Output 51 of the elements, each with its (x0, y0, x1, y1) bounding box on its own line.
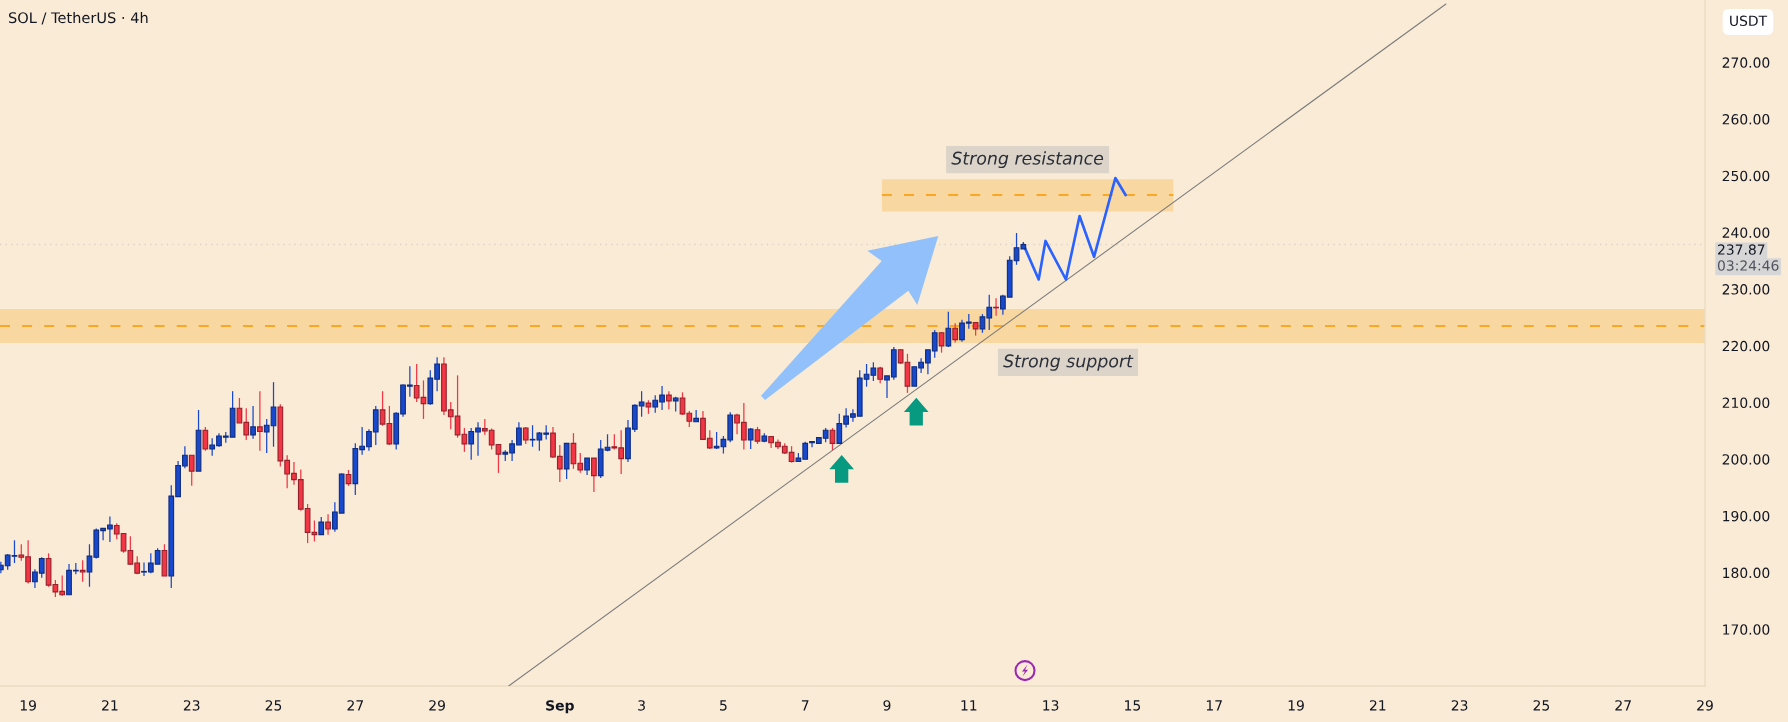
y-tick-label: 270.00 (1722, 57, 1770, 68)
x-tick-label: 25 (1533, 700, 1550, 711)
candlestick (325, 513, 331, 536)
x-tick-label: 19 (20, 700, 36, 711)
band-label: Strong support (1003, 354, 1134, 371)
y-tick-label: 220.00 (1722, 340, 1770, 352)
ref-line-label: 237.87 (1718, 244, 1765, 255)
y-tick-label: 190.00 (1723, 510, 1770, 522)
series-label: Strong resistance (951, 151, 1104, 169)
x-tick-label: 23 (183, 700, 200, 711)
x-tick-label: 29 (1697, 700, 1713, 711)
y-tick-label: 180.00 (1723, 567, 1770, 579)
candlestick (666, 390, 672, 410)
y-tick-label: 260.00 (1722, 114, 1770, 125)
candlestick (591, 457, 597, 493)
x-tick-label: 21 (1369, 700, 1386, 711)
x-tick-label: 15 (1125, 700, 1141, 711)
x-tick-label: 27 (347, 700, 363, 711)
candlestick (257, 390, 263, 452)
candlestick (79, 559, 86, 583)
text: 03:24:46 (1717, 260, 1779, 271)
candlestick (693, 409, 700, 423)
y-tick-label: 170.00 (1723, 624, 1770, 635)
candlestick (938, 331, 945, 354)
y-tick-label: 210.00 (1722, 397, 1770, 408)
candlestick (952, 322, 959, 344)
x-tick-label: 27 (1615, 700, 1631, 711)
x-tick-label: 13 (1043, 700, 1059, 711)
y-axis-title: USDT (1730, 15, 1768, 27)
x-tick-label: 17 (1206, 700, 1222, 711)
candlestick (747, 427, 754, 450)
y-tick-label: 230.00 (1722, 284, 1770, 295)
text: SOL / TetherUS · 4h (8, 11, 148, 25)
x-tick-label: 21 (102, 700, 118, 711)
x-tick-label: 25 (265, 700, 282, 711)
y-tick-label: 200.00 (1722, 454, 1770, 465)
y-tick-label: 240.00 (1722, 227, 1770, 238)
x-tick-label: 7 (801, 700, 809, 711)
x-tick-label: 9 (883, 700, 891, 711)
candlestick (188, 454, 195, 487)
x-tick-label: Sep (546, 700, 574, 714)
candlestick (250, 405, 256, 440)
x-tick-label: 23 (1451, 700, 1468, 711)
x-tick-label: 29 (429, 700, 445, 711)
y-tick-label: 250.00 (1722, 170, 1770, 182)
x-tick-label: 3 (638, 700, 645, 711)
candlestick (945, 311, 952, 348)
x-tick-label: 11 (961, 700, 977, 711)
x-tick-label: 19 (1288, 700, 1304, 711)
x-tick-label: 5 (720, 700, 727, 711)
candlestick (202, 426, 209, 452)
